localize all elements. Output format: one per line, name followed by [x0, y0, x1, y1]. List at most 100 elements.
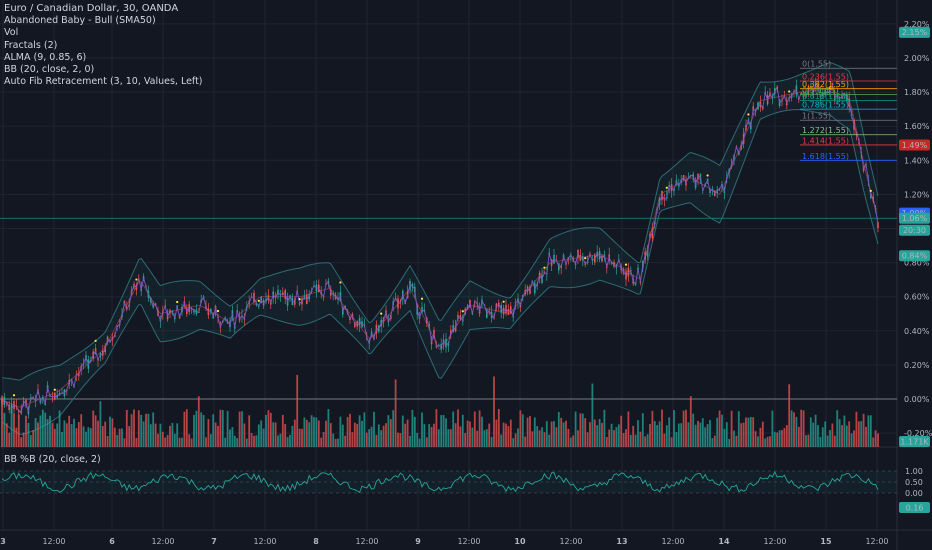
- volume-bar: [533, 417, 536, 447]
- volume-bar: [289, 434, 291, 447]
- volume-bar: [819, 436, 822, 447]
- indicator-bollinger-bands[interactable]: BB (20, close, 2, 0): [4, 64, 95, 76]
- volume-bar: [123, 438, 126, 447]
- indicator-auto-fib[interactable]: Auto Fib Retracement (3, 10, Values, Lef…: [4, 76, 203, 88]
- volume-bar: [500, 434, 503, 447]
- volume-bar: [397, 432, 399, 447]
- volume-bar: [555, 427, 558, 447]
- volume-bar: [524, 436, 527, 447]
- indicator-volume[interactable]: Vol: [4, 27, 19, 39]
- volume-bar: [802, 410, 805, 447]
- volume-bar: [140, 414, 143, 447]
- volume-bar: [653, 421, 656, 447]
- volume-bar: [596, 425, 599, 447]
- volume-bar: [325, 420, 327, 447]
- time-tick-label: 3: [0, 537, 6, 546]
- volume-bar: [843, 415, 846, 447]
- percent-b-badge: [899, 502, 930, 513]
- volume-bar: [735, 435, 738, 447]
- volume-bar: [445, 418, 447, 447]
- symbol-title[interactable]: Euro / Canadian Dollar, 30, OANDA: [4, 3, 179, 14]
- volume-bar: [817, 425, 819, 447]
- volume-bar: [519, 410, 522, 447]
- volume-bar: [416, 432, 419, 447]
- bb-percent-b-label[interactable]: BB %B (20, close, 2): [4, 454, 101, 465]
- price-badge: [899, 224, 930, 236]
- volume-bar: [562, 422, 565, 447]
- price-tick-label: 1.60%: [904, 122, 930, 131]
- volume-bar: [814, 414, 817, 447]
- volume-bar: [34, 417, 37, 447]
- volume-bar: [670, 437, 673, 447]
- volume-bar: [706, 424, 709, 447]
- volume-bar: [185, 409, 188, 447]
- volume-bar: [205, 437, 207, 447]
- volume-bar: [320, 437, 323, 447]
- volume-bar: [673, 410, 675, 447]
- volume-bar: [159, 423, 162, 447]
- price-badge: [899, 212, 930, 224]
- time-tick-label: 7: [211, 537, 217, 546]
- volume-bar: [855, 411, 858, 447]
- volume-bar: [195, 410, 198, 447]
- indicator-abandoned-baby[interactable]: Abandoned Baby - Bull (SMA50): [4, 15, 156, 27]
- fractal-marker: [257, 299, 260, 302]
- volume-bar: [601, 422, 603, 447]
- volume-bar: [781, 430, 783, 447]
- volume-bar: [658, 421, 661, 447]
- volume-bar: [723, 428, 726, 447]
- volume-bar: [797, 426, 800, 447]
- volume-bar: [382, 425, 385, 447]
- volume-bar: [502, 422, 505, 447]
- price-badge-label: 1.49%: [902, 141, 928, 150]
- indicator-alma[interactable]: ALMA (9, 0.85, 6): [4, 51, 87, 63]
- fractal-marker: [869, 189, 872, 192]
- volume-bar: [77, 422, 80, 447]
- price-tick-label: 2.20%: [904, 20, 930, 29]
- volume-bar: [75, 428, 78, 447]
- volume-bar: [634, 434, 637, 447]
- volume-bar: [337, 438, 339, 447]
- volume-bar: [113, 427, 116, 447]
- volume-bar: [135, 437, 138, 447]
- volume-bar: [617, 424, 620, 447]
- volume-bar: [63, 420, 66, 447]
- volume-bar: [121, 428, 123, 447]
- volume-bar: [17, 414, 20, 447]
- volume-bar: [341, 424, 344, 447]
- volume-bar: [572, 435, 575, 447]
- volume-bar: [212, 414, 215, 447]
- volume-bar: [449, 429, 452, 447]
- volume-bar: [329, 423, 332, 447]
- volume-bar: [176, 423, 179, 447]
- volume-bar: [615, 427, 618, 447]
- volume-bar: [845, 425, 848, 447]
- volume-bar: [409, 435, 411, 447]
- price-tick-label: 0.60%: [904, 293, 930, 302]
- volume-bar: [428, 424, 431, 447]
- volume-bar: [841, 425, 843, 447]
- volume-bar: [766, 436, 769, 447]
- volume-bar: [377, 424, 380, 447]
- volume-bar: [281, 414, 284, 447]
- volume-bar: [13, 413, 15, 447]
- volume-bar: [457, 409, 459, 447]
- price-tick-label: 0.80%: [904, 259, 930, 268]
- volume-bar: [610, 423, 613, 447]
- volume-bar: [137, 410, 140, 447]
- volume-bar: [493, 376, 495, 447]
- volume-bar: [404, 423, 407, 447]
- volume-bar: [553, 421, 555, 447]
- volume-bar: [848, 421, 851, 447]
- volume-bar: [675, 431, 678, 447]
- price-tick-label: 1.20%: [904, 190, 930, 199]
- volume-bar: [694, 424, 697, 447]
- fractals: [12, 87, 872, 397]
- candle-body: [51, 396, 54, 398]
- indicator-fractals[interactable]: Fractals (2): [4, 39, 58, 51]
- volume-bar: [173, 433, 176, 447]
- volume-bar: [128, 426, 131, 447]
- fractal-marker: [502, 300, 505, 303]
- fractal-marker: [706, 174, 709, 177]
